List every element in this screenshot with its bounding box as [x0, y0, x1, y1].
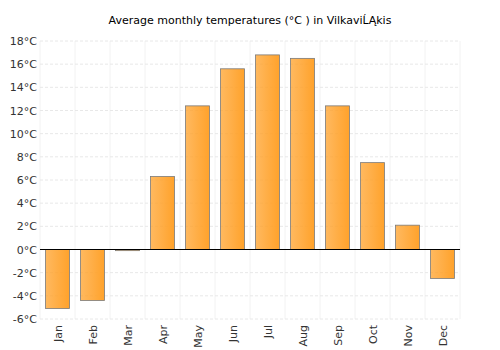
bar	[46, 250, 70, 309]
bar	[431, 250, 455, 279]
y-tick-label: 2°C	[17, 220, 37, 233]
x-tick-label: Apr	[157, 325, 170, 345]
y-tick-label: 8°C	[17, 151, 37, 164]
x-tick-label: Sep	[332, 325, 345, 346]
bar	[186, 106, 210, 250]
grid-line	[40, 133, 460, 134]
x-tick-label: Dec	[437, 325, 450, 346]
x-tick-label: Aug	[297, 325, 310, 346]
bars	[46, 55, 455, 309]
chart-root: Average monthly temperatures (°C ) in Vi…	[0, 0, 500, 350]
grid-line	[40, 41, 460, 42]
bar	[361, 163, 385, 250]
x-tick-label: Nov	[402, 325, 415, 347]
grid-line	[40, 156, 460, 157]
y-tick-label: 16°C	[10, 58, 37, 71]
grid-line	[40, 87, 460, 88]
y-tick-label: -6°C	[13, 313, 37, 326]
y-tick-label: 4°C	[17, 197, 37, 210]
bar	[81, 250, 105, 301]
y-tick-label: 14°C	[10, 81, 37, 94]
x-tick-label: Oct	[367, 324, 380, 344]
title: Average monthly temperatures (°C ) in Vi…	[109, 14, 392, 27]
bar	[291, 58, 315, 249]
grid-line	[40, 203, 460, 204]
bar	[326, 106, 350, 250]
bar	[151, 177, 175, 250]
x-tick-label: Jan	[52, 325, 65, 343]
y-tick-label: 10°C	[10, 128, 37, 141]
bar	[396, 225, 420, 249]
y-tick-label: -4°C	[13, 290, 37, 303]
grid-line	[40, 110, 460, 111]
x-tick-label: Jul	[262, 325, 275, 339]
x-tick-label: Jun	[227, 325, 240, 343]
bar	[221, 69, 245, 250]
y-tick-label: 0°C	[17, 244, 37, 257]
bar	[256, 55, 280, 250]
grid-line	[40, 319, 460, 320]
x-tick-label: Feb	[87, 325, 100, 344]
y-tick-label: 18°C	[10, 35, 37, 48]
x-tick-label: May	[192, 325, 205, 348]
y-tick-label: -2°C	[13, 267, 37, 280]
grid-line	[40, 180, 460, 181]
grid-line	[40, 64, 460, 65]
y-tick-label: 12°C	[10, 105, 37, 118]
x-tick-label: Mar	[122, 325, 135, 346]
y-tick-label: 6°C	[17, 174, 37, 187]
chart-svg: Average monthly temperatures (°C ) in Vi…	[0, 0, 500, 350]
zero-line	[40, 249, 460, 250]
